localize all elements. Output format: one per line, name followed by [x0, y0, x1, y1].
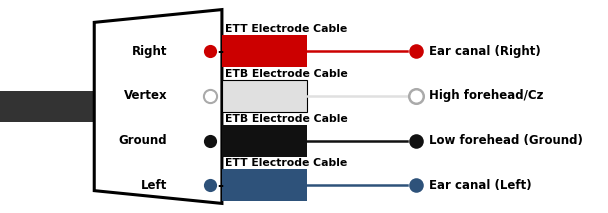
Point: [205, 139, 215, 142]
Point: [412, 184, 421, 187]
Text: -: -: [218, 178, 224, 193]
Text: ETB Electrode Cable: ETB Electrode Cable: [225, 69, 348, 79]
Text: ETB Electrode Cable: ETB Electrode Cable: [225, 114, 348, 124]
Text: Ground: Ground: [119, 134, 167, 147]
Text: ETT Electrode Cable: ETT Electrode Cable: [225, 158, 347, 168]
Text: High forehead/Cz: High forehead/Cz: [429, 89, 543, 102]
Text: -: -: [218, 44, 224, 59]
Point: [205, 184, 215, 187]
Point: [412, 49, 421, 53]
Text: Low forehead (Ground): Low forehead (Ground): [429, 134, 582, 147]
Text: Left: Left: [141, 179, 167, 192]
Point: [412, 139, 421, 142]
Bar: [222, 35, 307, 67]
Point: [205, 94, 215, 98]
Text: Ear canal (Right): Ear canal (Right): [429, 45, 541, 58]
Text: Right: Right: [132, 45, 167, 58]
Point: [205, 49, 215, 53]
Text: Vertex: Vertex: [123, 89, 167, 102]
Text: ETT Electrode Cable: ETT Electrode Cable: [225, 24, 347, 34]
Text: Ear canal (Left): Ear canal (Left): [429, 179, 531, 192]
Point: [412, 94, 421, 98]
Bar: [222, 169, 307, 201]
Bar: [0, 91, 94, 122]
Bar: [222, 125, 307, 157]
Bar: [222, 80, 307, 112]
Polygon shape: [94, 10, 222, 203]
